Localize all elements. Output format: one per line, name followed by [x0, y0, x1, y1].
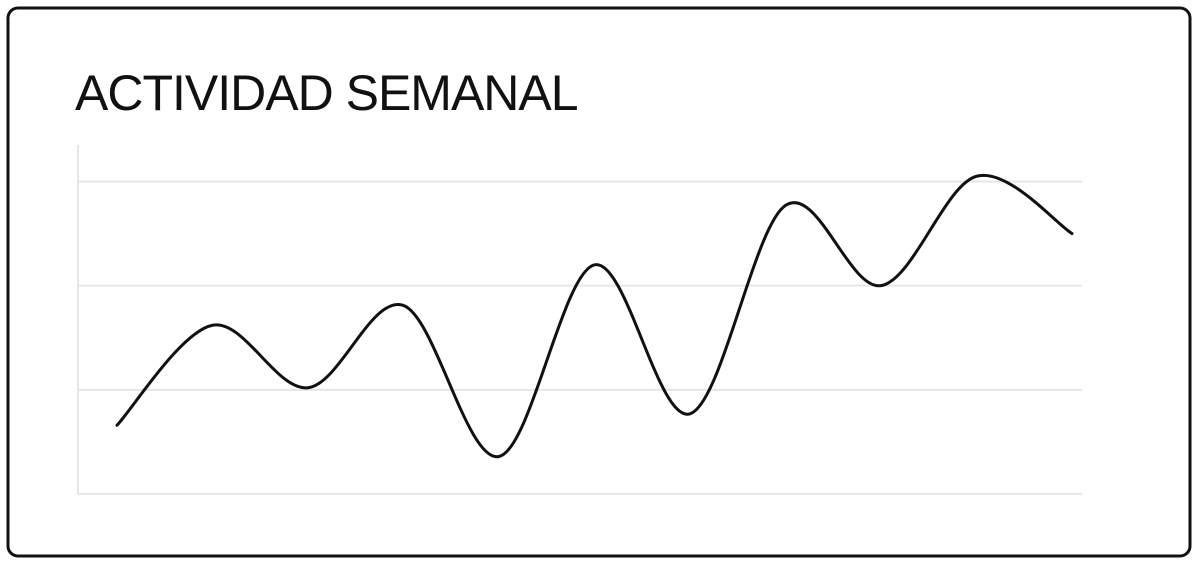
- line: [115, 173, 1074, 459]
- card: [6, 6, 1192, 558]
- chart-title: ACTIVIDAD SEMANAL: [75, 65, 578, 121]
